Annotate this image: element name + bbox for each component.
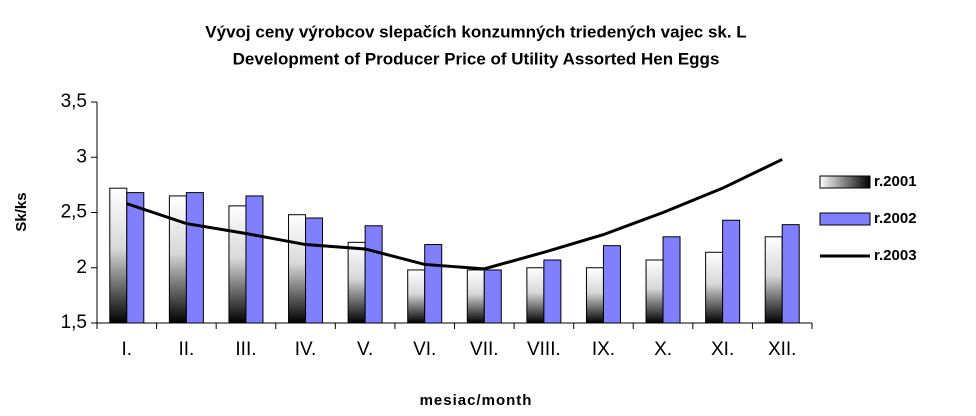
bar <box>662 236 681 324</box>
x-tick-label: VII. <box>470 339 499 360</box>
bar <box>585 267 604 324</box>
y-tick-label: 1,5 <box>61 312 87 333</box>
bar <box>245 195 264 324</box>
y-tick-label: 3 <box>76 146 87 167</box>
bar <box>424 244 443 324</box>
bar <box>602 245 621 324</box>
bar <box>705 251 724 324</box>
chart-title: Vývoj ceny výrobcov slepačích konzumných… <box>205 22 746 41</box>
x-tick-label: V. <box>357 339 373 360</box>
bar <box>185 192 204 324</box>
x-tick-label: XII. <box>768 339 797 360</box>
x-tick-label: X. <box>654 339 672 360</box>
y-tick-label: 3,5 <box>61 91 87 112</box>
y-axis-label: Sk/ks <box>13 192 30 231</box>
y-tick-label: 2,5 <box>61 202 87 223</box>
bar <box>722 219 741 324</box>
x-tick-label: XI. <box>711 339 734 360</box>
bar <box>645 259 664 324</box>
x-tick-label: II. <box>178 339 194 360</box>
y-tick-label: 2 <box>76 257 87 278</box>
x-tick-label: IV. <box>295 339 317 360</box>
bar <box>764 236 783 324</box>
bar <box>228 205 247 324</box>
bar <box>126 192 145 324</box>
x-axis-label: mesiac/month <box>420 392 533 409</box>
x-tick-label: VIII. <box>527 339 561 360</box>
legend-swatch <box>819 212 871 226</box>
bar <box>543 259 562 324</box>
bar <box>364 225 383 324</box>
x-tick-label: III. <box>235 339 256 360</box>
legend-label: r.2003 <box>874 247 917 264</box>
bar <box>466 269 485 324</box>
bar <box>168 195 187 324</box>
legend-label: r.2002 <box>874 210 917 227</box>
x-tick-label: VI. <box>413 339 436 360</box>
legend-swatch <box>819 175 871 189</box>
line <box>126 158 783 271</box>
chart-subtitle: Development of Producer Price of Utility… <box>233 49 720 68</box>
bar <box>347 241 366 324</box>
bar <box>288 214 307 324</box>
x-tick-label: IX. <box>592 339 615 360</box>
bar <box>526 267 545 324</box>
bar <box>781 224 800 324</box>
bar <box>109 187 128 324</box>
legend-label: r.2001 <box>874 173 917 190</box>
bar <box>483 269 502 324</box>
x-tick-label: I. <box>122 339 133 360</box>
bar <box>305 217 324 324</box>
bar <box>407 269 426 324</box>
